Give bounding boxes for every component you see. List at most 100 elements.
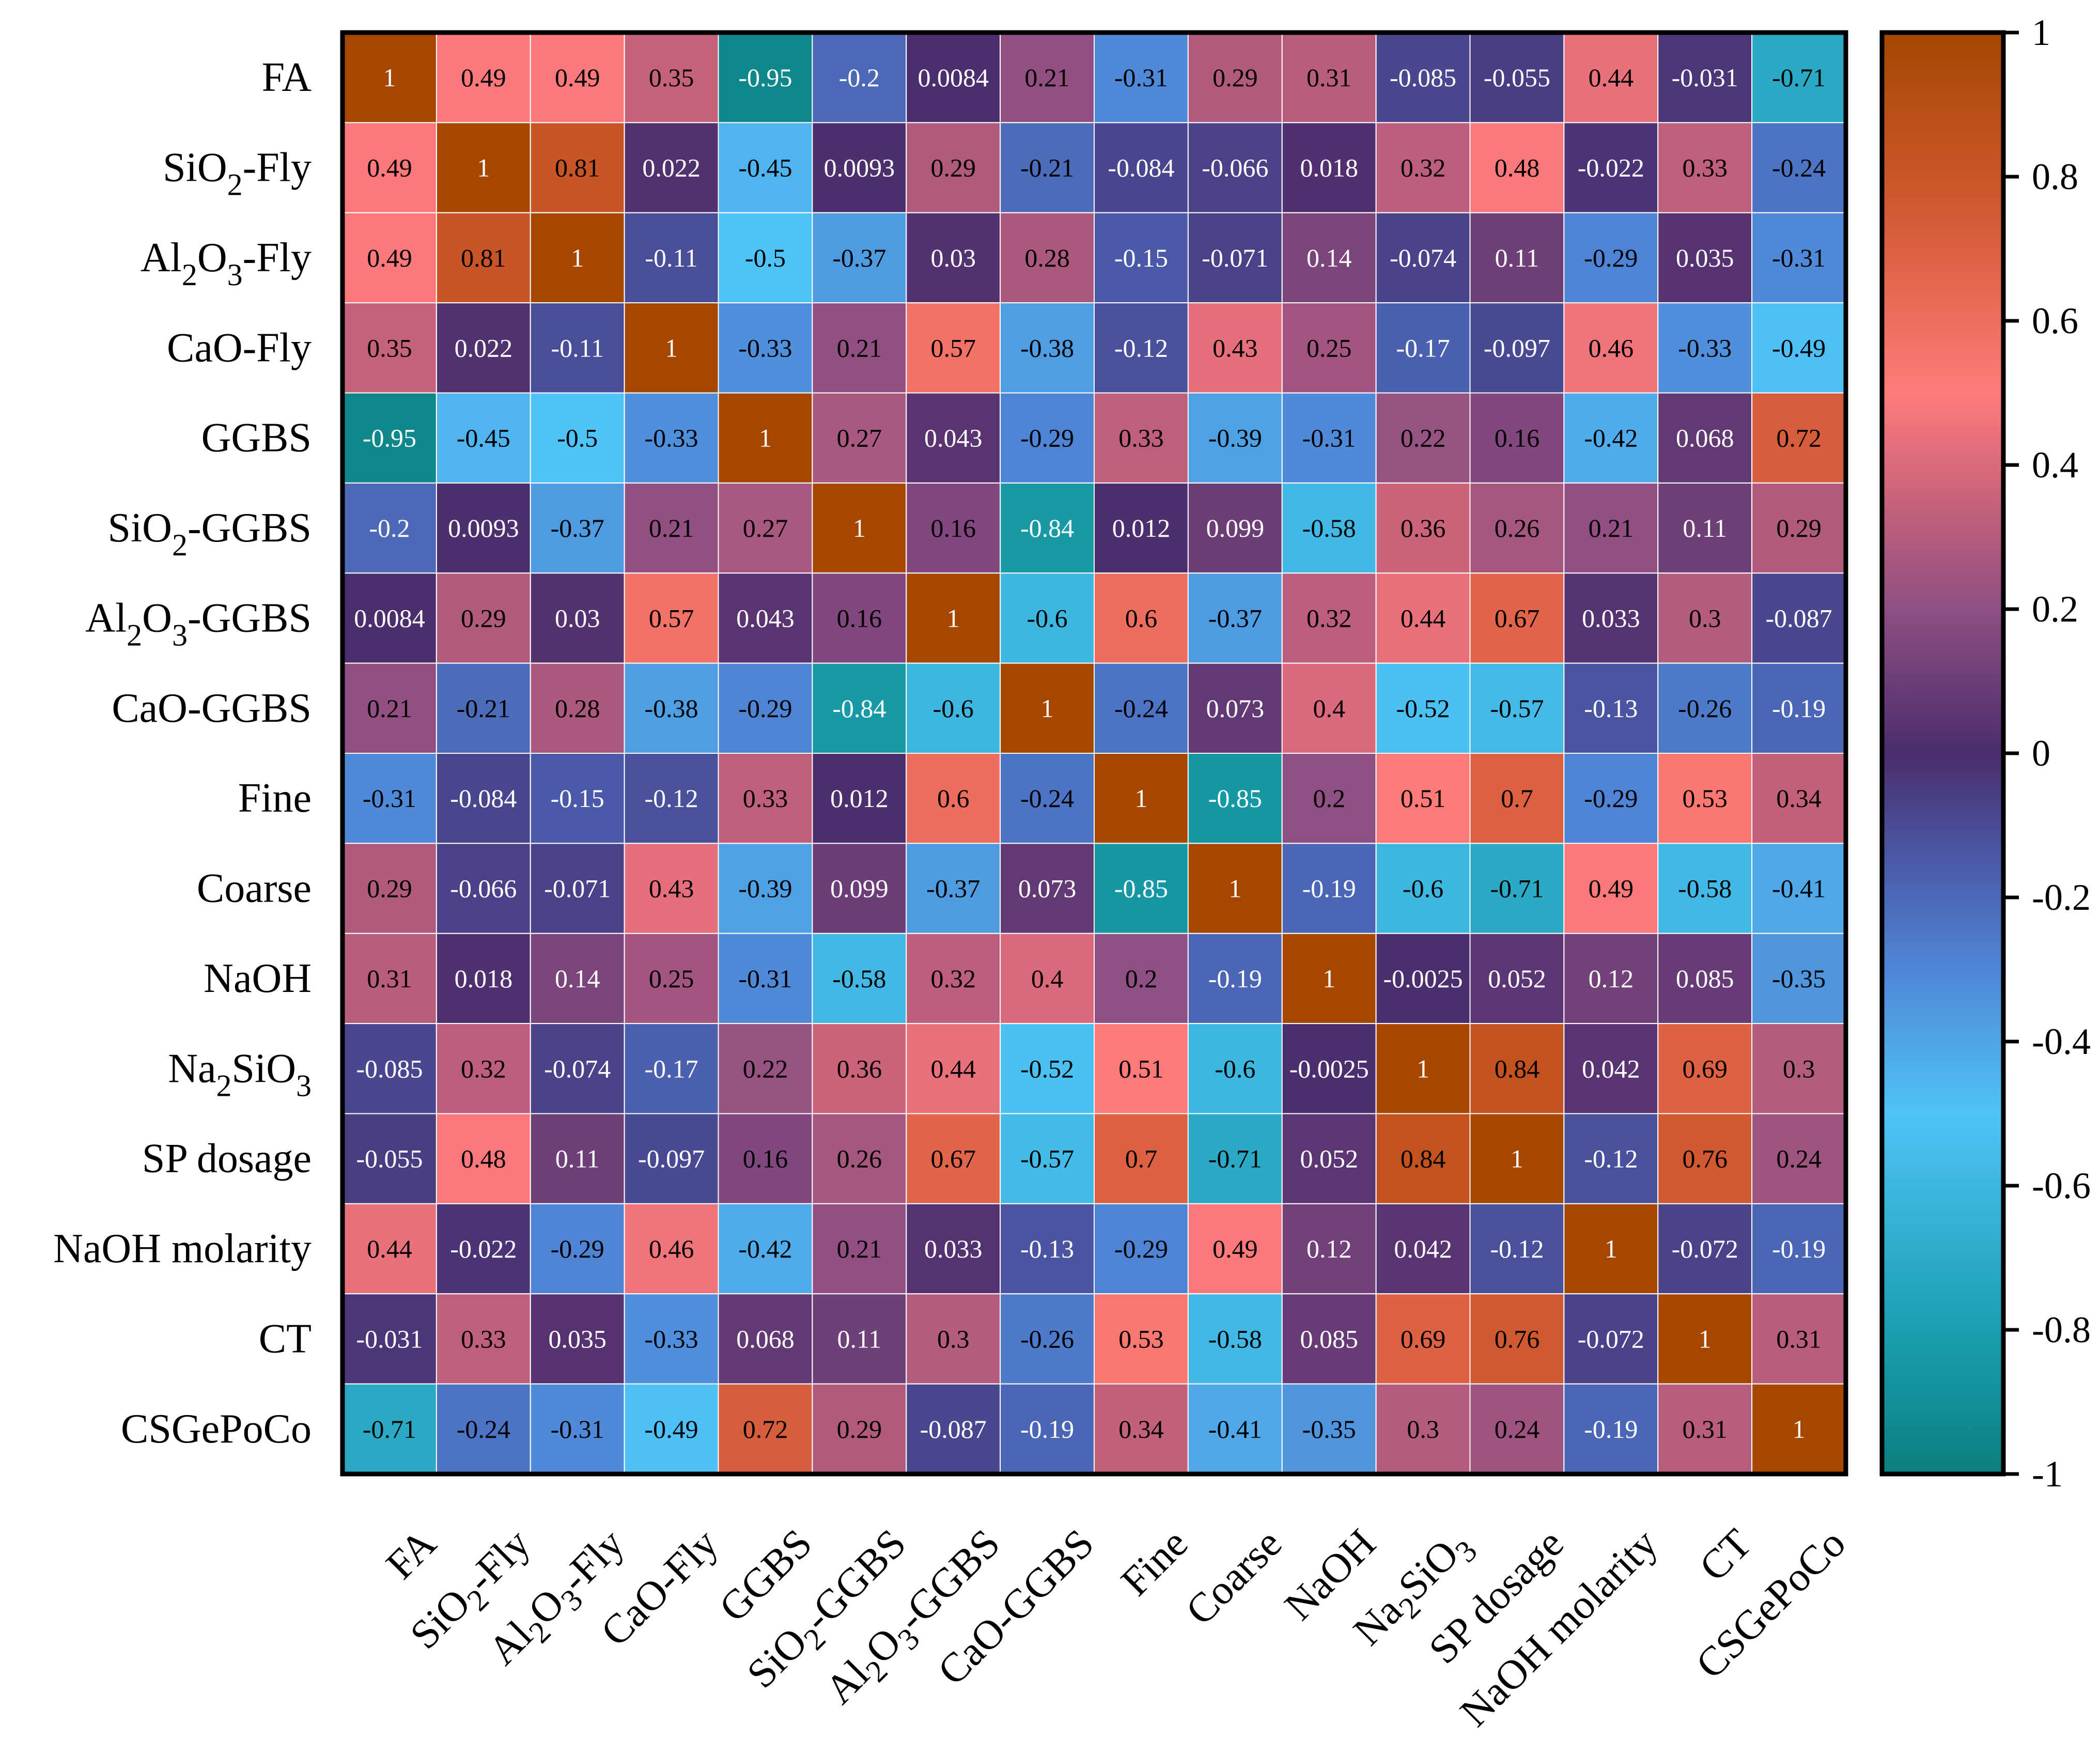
heatmap-cell xyxy=(1375,392,1471,484)
heatmap-cell xyxy=(906,1023,1001,1114)
cell-value-label: 0.21 xyxy=(1589,514,1634,542)
colorbar-tick-label: -0.6 xyxy=(2032,1165,2091,1206)
cell-value-label: 0.24 xyxy=(1776,1144,1822,1173)
cell-value-label: -0.19 xyxy=(1302,874,1356,903)
heatmap-cell xyxy=(435,392,531,484)
cell-value-label: 0.81 xyxy=(555,153,600,182)
cell-value-label: -0.41 xyxy=(1208,1415,1262,1444)
cell-value-label: 0.44 xyxy=(367,1234,412,1263)
heatmap-cell xyxy=(530,843,625,934)
column-label-fa: FA xyxy=(378,1520,445,1588)
cell-value-label: 0.0084 xyxy=(917,63,989,92)
heatmap-cell xyxy=(1187,1293,1283,1385)
cell-value-label: 0.43 xyxy=(1212,333,1258,362)
heatmap-cell xyxy=(1469,843,1565,934)
cell-value-label: -0.071 xyxy=(1202,243,1268,272)
cell-value-label: -0.022 xyxy=(1578,153,1644,182)
heatmap-cell xyxy=(1281,1293,1377,1385)
cell-value-label: -0.5 xyxy=(745,243,786,272)
heatmap-cell xyxy=(530,1023,625,1114)
cell-value-label: 0.28 xyxy=(555,694,600,723)
cell-value-label: -0.072 xyxy=(1578,1324,1644,1353)
heatmap-cell xyxy=(1469,1113,1565,1204)
cell-value-label: 0.033 xyxy=(1582,603,1640,632)
heatmap-cell xyxy=(1469,1023,1565,1114)
cell-value-label: 0.26 xyxy=(1495,514,1540,542)
heatmap-cell xyxy=(812,572,907,664)
cell-value-label: -0.37 xyxy=(551,514,604,542)
cell-value-label: -0.6 xyxy=(1026,603,1067,632)
cell-value-label: -0.11 xyxy=(551,333,604,362)
heatmap-cell xyxy=(342,1203,437,1295)
heatmap-cell xyxy=(1469,32,1565,123)
heatmap-cell xyxy=(1657,1383,1753,1475)
heatmap-cell xyxy=(718,392,813,484)
cell-value-label: 0.018 xyxy=(455,964,513,993)
heatmap-cell xyxy=(1094,482,1189,574)
cell-value-label: -0.074 xyxy=(1390,243,1456,272)
heatmap-cell xyxy=(1375,1113,1471,1204)
cell-value-label: 0.48 xyxy=(461,1144,506,1173)
heatmap-cell xyxy=(530,572,625,664)
heatmap-cell xyxy=(1469,1203,1565,1295)
cell-value-label: 0.69 xyxy=(1682,1054,1728,1083)
cell-value-label: -0.087 xyxy=(1765,603,1832,632)
cell-value-label: 0.3 xyxy=(1689,603,1721,632)
heatmap-cell xyxy=(1751,32,1846,123)
column-label-fine: Fine xyxy=(1112,1520,1196,1605)
heatmap-cell xyxy=(530,662,625,754)
heatmap-cell xyxy=(1751,1383,1846,1475)
cell-value-label: -0.31 xyxy=(1302,424,1356,453)
cell-value-label: 0.099 xyxy=(830,874,889,903)
cell-value-label: 0.7 xyxy=(1125,1144,1158,1173)
cell-value-label: 0.57 xyxy=(930,333,976,362)
cell-value-label: -0.71 xyxy=(1490,874,1544,903)
heatmap-cell xyxy=(1375,1293,1471,1385)
cell-value-label: 0.48 xyxy=(1495,153,1540,182)
cell-value-label: 1 xyxy=(1793,1415,1806,1444)
cell-value-label: -0.2 xyxy=(839,63,880,92)
colorbar-tick-label: 0.4 xyxy=(2032,444,2078,486)
row-label-csgepoco: CSGePoCo xyxy=(121,1406,312,1452)
heatmap-cell xyxy=(1563,1383,1659,1475)
heatmap-cell xyxy=(530,1293,625,1385)
cell-value-label: -0.19 xyxy=(1584,1415,1638,1444)
cell-value-label: 1 xyxy=(477,153,490,182)
cell-value-label: -0.33 xyxy=(738,333,792,362)
heatmap-cell xyxy=(624,122,719,213)
heatmap-cell xyxy=(530,753,625,844)
heatmap-cell xyxy=(624,1203,719,1295)
heatmap-cell xyxy=(812,482,907,574)
cell-value-label: -0.031 xyxy=(1672,63,1738,92)
heatmap-cell xyxy=(1563,933,1659,1025)
heatmap-cell xyxy=(624,212,719,304)
heatmap-cell xyxy=(435,1203,531,1295)
cell-value-label: 0.84 xyxy=(1401,1144,1446,1173)
cell-value-label: 0.16 xyxy=(930,514,976,542)
heatmap-cell xyxy=(435,302,531,394)
cell-value-label: 0.49 xyxy=(1589,874,1634,903)
cell-value-label: 0.33 xyxy=(1118,424,1164,453)
cell-value-label: -0.29 xyxy=(1114,1234,1168,1263)
heatmap-cell xyxy=(624,1113,719,1204)
cell-value-label: -0.37 xyxy=(832,243,886,272)
cell-value-label: 0.67 xyxy=(1495,603,1540,632)
cell-value-label: 0.57 xyxy=(649,603,694,632)
heatmap-cell xyxy=(1000,1293,1095,1385)
cell-value-label: 0.31 xyxy=(1306,63,1352,92)
colorbar-tick-label: 0.6 xyxy=(2032,300,2078,342)
heatmap-cell xyxy=(1751,1023,1846,1114)
heatmap-cell xyxy=(435,32,531,123)
heatmap-cell xyxy=(718,212,813,304)
cell-value-label: -0.29 xyxy=(1584,784,1638,813)
cell-value-label: 0.22 xyxy=(1401,424,1446,453)
cell-value-label: 0.068 xyxy=(736,1324,795,1353)
heatmap-cell xyxy=(812,32,907,123)
cell-value-label: -0.33 xyxy=(644,1324,698,1353)
heatmap-cell xyxy=(906,122,1001,213)
cell-value-label: 0.022 xyxy=(455,333,513,362)
cell-value-label: -0.074 xyxy=(544,1054,611,1083)
heatmap-cell xyxy=(1375,32,1471,123)
heatmap-cell xyxy=(906,1113,1001,1204)
